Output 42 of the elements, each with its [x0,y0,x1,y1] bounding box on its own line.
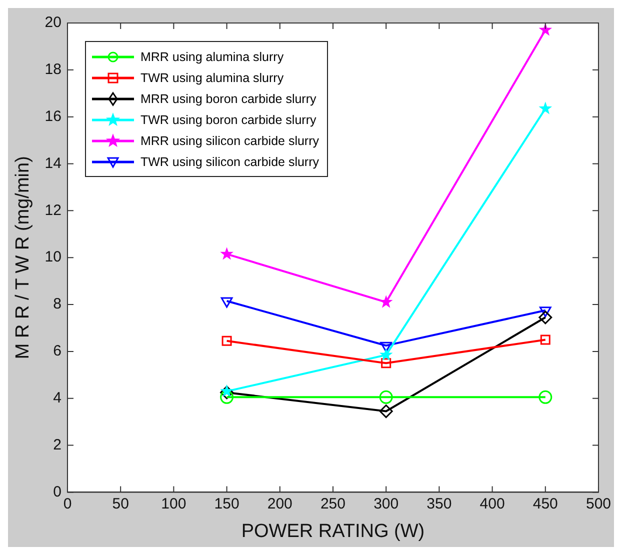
y-tick-label: 14 [44,154,62,172]
y-tick-label: 0 [53,483,62,500]
legend-label: TWR using silicon carbide slurry [140,154,320,168]
x-tick-label: 150 [214,495,240,512]
legend-label: MRR using silicon carbide slurry [140,134,320,148]
point [220,384,234,397]
point [538,310,552,324]
legend-label: MRR using boron carbide slurry [140,92,316,106]
y-tick-label: 4 [53,390,62,406]
x-tick-label: 200 [267,495,292,512]
point [381,358,392,368]
y-tick-label: 10 [44,248,62,266]
point [538,390,552,404]
x-tick-label: 400 [480,495,505,512]
legend-label: MRR using alumina slurry [140,50,284,64]
point [220,247,234,260]
x-tick-label: 50 [112,495,129,512]
y-tick-label: 8 [53,296,62,313]
x-tick-label: 100 [161,495,186,512]
y-axis-title: M R R / T W R (mg/min) [12,156,34,360]
point [540,334,550,345]
legend-label: TWR using boron carbide slurry [140,112,316,126]
y-tick-label: 12 [44,202,62,219]
point [538,102,552,114]
x-tick-label: 450 [532,495,558,512]
point [379,390,393,404]
point [220,390,234,404]
point [379,404,393,418]
point [379,348,393,361]
x-axis-title: POWER RATING (W) [241,520,425,542]
point [222,336,232,346]
x-tick-label: 500 [586,495,611,512]
y-tick-label: 2 [53,436,62,454]
y-tick-label: 20 [44,14,62,32]
x-tick-label: 250 [320,495,346,512]
y-tick-label: 16 [44,108,62,125]
legend-label: TWR using alumina slurry [140,70,284,84]
x-tick-label: 350 [426,495,452,512]
x-tick-label: 300 [374,495,399,512]
y-tick-label: 6 [53,342,62,360]
point [220,386,234,400]
y-tick-label: 18 [44,61,62,78]
